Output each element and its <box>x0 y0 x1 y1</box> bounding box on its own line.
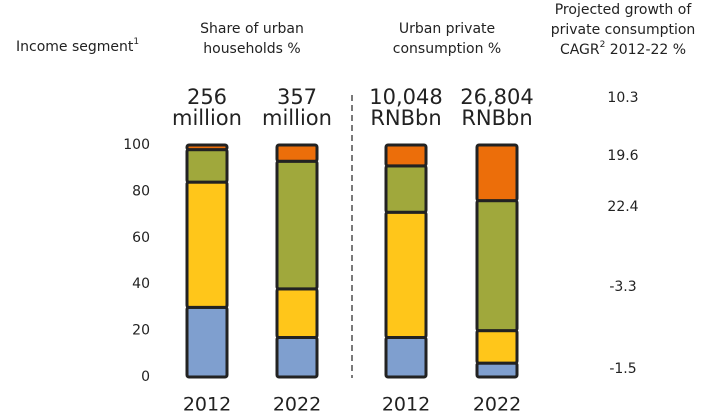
header: consumption % <box>393 41 501 57</box>
header: Urban private <box>399 21 495 37</box>
bar-segment <box>475 361 519 379</box>
bar-segment <box>384 210 428 340</box>
bar-label: 26,804 <box>460 85 533 109</box>
bar-label: 357 <box>277 85 317 109</box>
bar-segment <box>275 287 319 340</box>
bar-label: million <box>172 106 242 130</box>
bar-segment <box>275 143 319 163</box>
bar-segment <box>475 199 519 333</box>
header: Share of urban <box>200 21 304 37</box>
header-text: CAGR <box>560 42 600 58</box>
superscript: 2 <box>600 40 606 50</box>
y-tick-label: 20 <box>132 323 150 339</box>
bar-segment <box>185 180 229 309</box>
header: Income segment1 <box>16 37 139 56</box>
bar-segment <box>384 143 428 168</box>
bar-label: RNBbn <box>370 106 441 130</box>
superscript: 1 <box>133 37 139 47</box>
x-tick-label: 2012 <box>183 394 231 414</box>
bar-segment <box>384 336 428 379</box>
header: households % <box>203 41 300 57</box>
growth-value: 10.3 <box>607 90 638 106</box>
header: CAGR2 2012-22 % <box>560 40 686 59</box>
bar-label: 10,048 <box>369 85 442 109</box>
bar-segment <box>475 329 519 365</box>
growth-value: 22.4 <box>607 199 638 215</box>
y-tick-label: 40 <box>132 276 150 292</box>
x-tick-label: 2012 <box>382 394 430 414</box>
bar-label: 256 <box>187 85 227 109</box>
x-tick-label: 2022 <box>473 394 521 414</box>
bar-segment <box>384 164 428 214</box>
y-tick-label: 100 <box>123 137 150 153</box>
header: private consumption <box>551 22 696 38</box>
header-text: 2012-22 % <box>605 42 686 58</box>
bar-label: million <box>262 106 332 130</box>
growth-value: -3.3 <box>609 279 636 295</box>
header-text: Income segment <box>16 39 134 55</box>
y-tick-label: 80 <box>132 183 150 199</box>
growth-value: -1.5 <box>609 361 636 377</box>
growth-value: 19.6 <box>607 148 638 164</box>
bar-segment <box>185 305 229 379</box>
y-tick-label: 0 <box>141 369 150 385</box>
bar-segment <box>185 143 229 152</box>
bar-segment <box>275 336 319 379</box>
y-tick-label: 60 <box>132 230 150 246</box>
x-tick-label: 2022 <box>273 394 321 414</box>
bar-label: RNBbn <box>461 106 532 130</box>
bar-segment <box>475 143 519 203</box>
bar-segment <box>275 159 319 291</box>
header: Projected growth of <box>555 2 693 18</box>
bar-segment <box>185 148 229 184</box>
